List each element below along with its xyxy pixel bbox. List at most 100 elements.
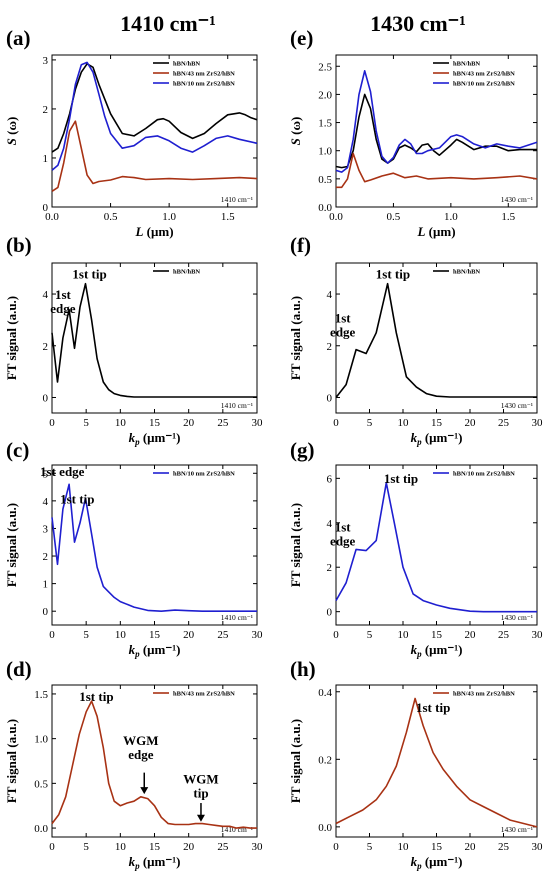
panel-label-f: (f) [290,233,311,257]
annotation-arrow-head [196,814,205,822]
x-axis-label-g: kp (μm⁻¹) [411,642,463,659]
panel-label-a: (a) [6,26,31,50]
x-axis-label-c: kp (μm⁻¹) [129,642,181,659]
x-axis-label-unit: (μm⁻¹) [422,854,463,869]
y-tick-label: 2 [327,562,333,574]
panel-label-h: (h) [290,657,316,681]
y-axis-label-b: FT signal (a.u.) [4,296,19,380]
y-tick-label: 2.5 [318,61,332,73]
x-tick-label: 1.5 [221,211,235,223]
y-tick-label: 4 [327,518,333,530]
series-line-d-0 [51,700,257,829]
y-tick-label: 6 [327,473,333,485]
x-tick-label: 25 [498,841,510,853]
x-axis-label-main: k [411,854,418,869]
x-tick-label: 0.5 [387,211,401,223]
x-tick-label: 0 [49,417,55,429]
plot-frame-c [51,464,258,626]
y-axis-label-main: S [4,138,19,145]
x-tick-label: 15 [431,841,443,853]
panel-d: (d) 0 5 10 15 20 25 30 0.0 0.5 1.0 1.5 kp (μm⁻¹) FT s… [4,657,263,871]
plot-frame-e [335,54,538,208]
panel-e: (e) 0.0 0.5 1.0 1.5 0.0 0.5 1.0 1.5 2.0 2.5 L (μm) S… [288,26,538,239]
annotation-line: WGM [183,771,218,786]
x-axis-label-unit: (μm⁻¹) [422,430,463,445]
annotation-b: 1st edge [50,287,76,316]
x-tick-label: 0 [333,841,339,853]
annotation-line: 1st tip [384,471,418,486]
series-line-a-1 [51,120,258,192]
y-tick-label: 2.0 [318,89,332,101]
series-line-a-0 [51,63,258,153]
x-axis-label-a: L (μm) [134,224,173,239]
y-axis-label-unit: (ω) [288,117,303,138]
x-tick-label: 30 [252,417,264,429]
y-tick-label: 0.0 [318,202,332,214]
legend-entry: hBN/hBN [173,61,200,68]
x-tick-label: 25 [498,417,510,429]
x-tick-label: 0.5 [104,211,118,223]
x-axis-label-h: kp (μm⁻¹) [411,854,463,871]
x-axis-label-main: L [134,224,143,239]
x-tick-label: 5 [83,841,89,853]
y-tick-label: 0.5 [34,778,48,790]
plot-frame-a [51,54,258,208]
x-tick-label: 30 [252,629,264,641]
x-axis-label-main: k [411,642,418,657]
corner-wavenumber-label: 1430 cm⁻¹ [501,195,533,204]
y-tick-label: 0.0 [34,823,48,835]
series-line-g-0 [335,482,537,613]
y-tick-label: 4 [43,289,49,301]
annotation-line: edge [50,301,76,316]
x-axis-label-main: L [416,224,425,239]
panel-label-g: (g) [290,438,315,462]
y-tick-label: 1.0 [318,146,332,158]
annotation-line: edge [128,747,154,762]
panel-label-c: (c) [6,438,29,462]
series-line-a-2 [51,61,258,171]
y-tick-label: 0.4 [318,687,332,699]
series-line-e-0 [335,93,537,169]
annotation-c: 1st tip [60,492,94,507]
x-axis-label-unit: (μm) [425,224,455,239]
x-tick-label: 5 [367,629,373,641]
y-tick-label: 3 [43,55,49,67]
legend-entry: hBN/10 nm ZrS2/hBN [453,471,515,478]
annotation-line: 1st [55,287,72,302]
annotation-f: 1st tip [376,267,410,282]
annotation-c: 1st edge [40,464,85,479]
plot-frame-d [51,684,258,838]
x-tick-label: 10 [398,629,410,641]
corner-wavenumber-label: 1410 cm⁻¹ [221,613,253,622]
y-tick-label: 5 [43,468,49,480]
x-axis-label-main: k [129,430,136,445]
x-tick-label: 10 [115,629,127,641]
annotation-line: 1st [335,520,352,535]
x-axis-label-sub: p [416,437,422,447]
panel-label-d: (d) [6,657,32,681]
y-tick-label: 0 [43,606,49,618]
annotation-arrow-head [140,787,149,795]
x-tick-label: 0.0 [45,211,59,223]
x-axis-label-sub: p [134,861,140,871]
x-tick-label: 0 [333,629,339,641]
y-tick-label: 4 [327,289,333,301]
legend-entry: hBN/hBN [453,61,480,68]
annotation-h: 1st tip [416,700,450,715]
annotation-d: WGM edge [123,733,158,762]
panels-group: (a) 0.0 0.5 1.0 1.5 0 1 2 3 L (μm) S (ω) 1410 cm⁻¹ h… [4,26,543,871]
y-tick-label: 0 [327,607,333,619]
x-axis-label-unit: (μm⁻¹) [140,642,181,657]
corner-wavenumber-label: 1430 cm⁻¹ [501,825,533,834]
y-axis-label-a: S (ω) [4,117,19,146]
corner-wavenumber-label: 1410 cm⁻¹ [221,825,253,834]
x-tick-label: 25 [217,841,229,853]
x-axis-label-main: k [129,642,136,657]
y-axis-label-h: FT signal (a.u.) [288,719,303,803]
series-line-e-1 [336,152,538,189]
annotation-line: 1st tip [376,267,410,282]
y-tick-label: 0 [327,392,333,404]
x-axis-label-unit: (μm) [143,224,173,239]
y-tick-label: 2 [43,104,49,116]
